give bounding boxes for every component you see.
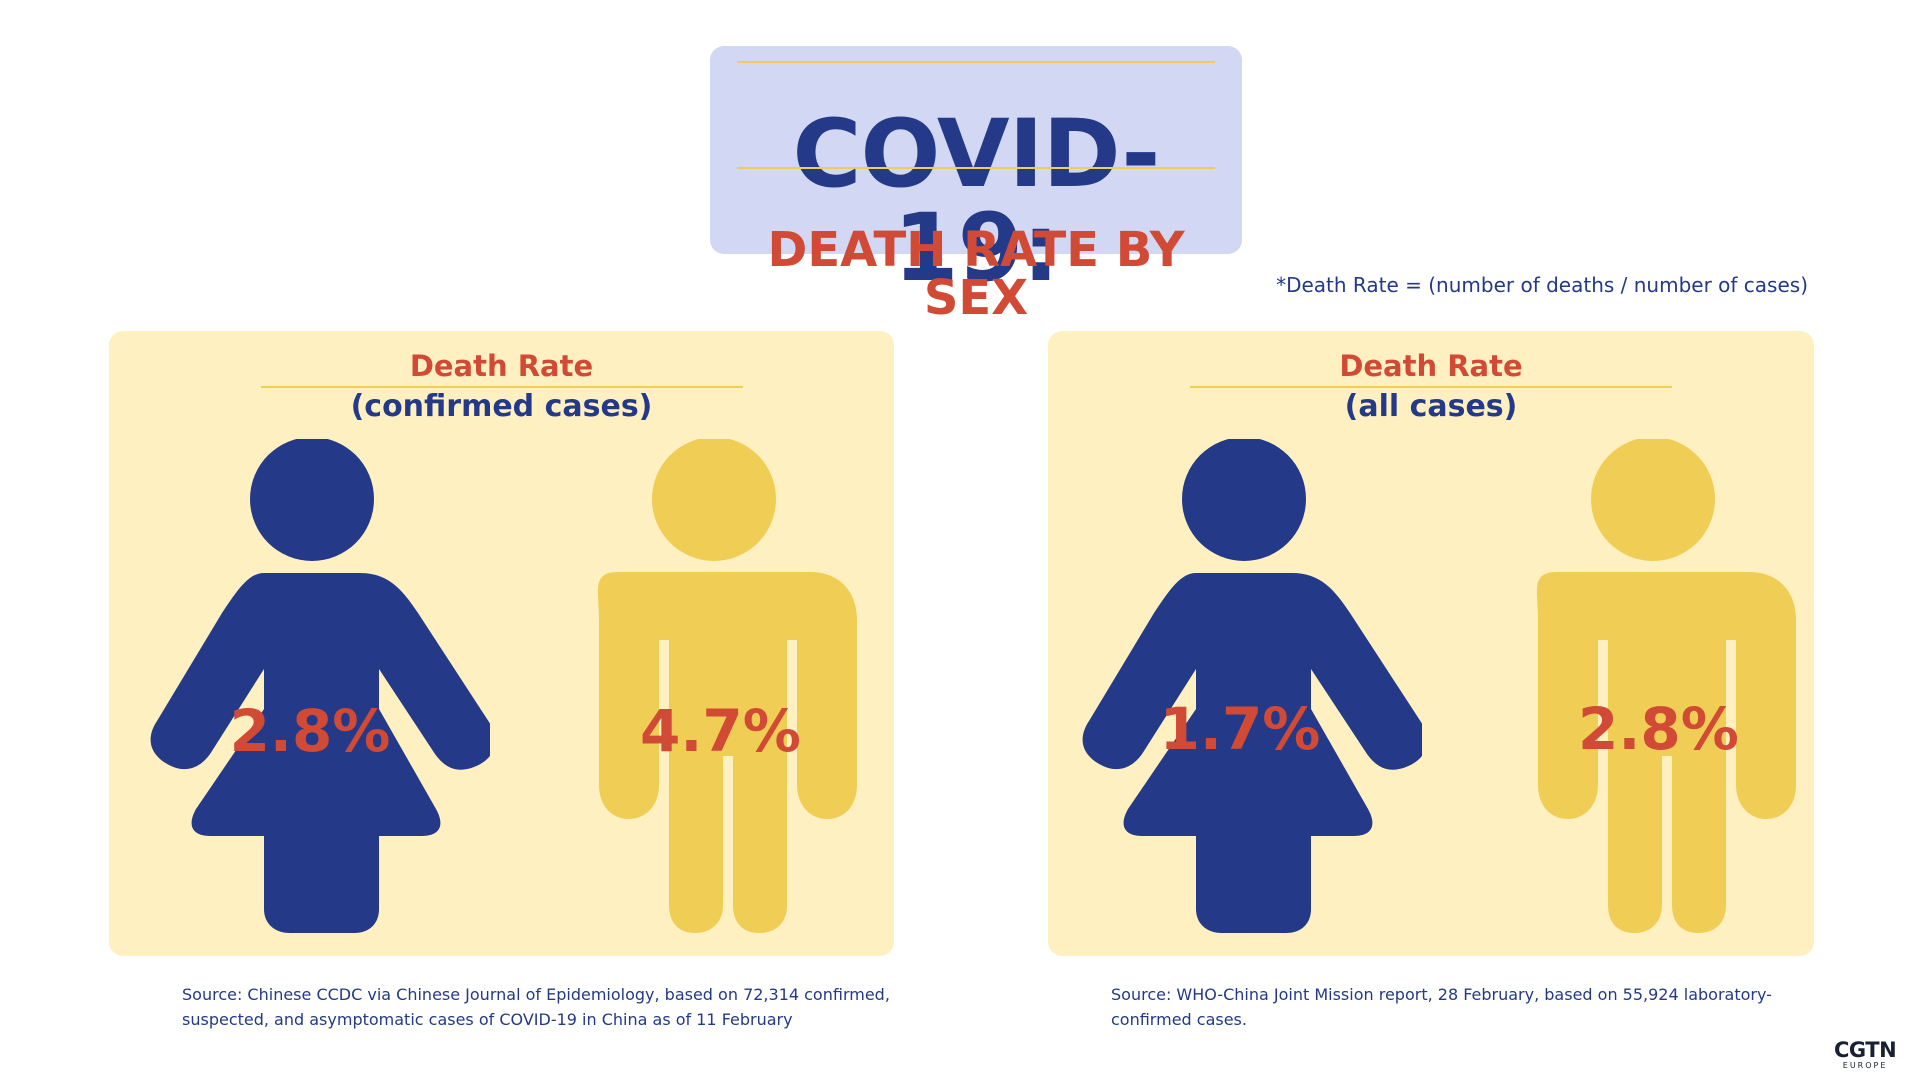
- panel-all-cases: Death Rate (all cases) 1.7% 2.8%: [1048, 331, 1814, 956]
- female-rate-value: 2.8%: [229, 697, 391, 765]
- male-rate-value: 4.7%: [640, 697, 801, 765]
- death-rate-footnote: *Death Rate = (number of deaths / number…: [1276, 273, 1808, 297]
- panel-title: Death Rate: [1339, 349, 1523, 383]
- page-subtitle: DEATH RATE BY SEX: [767, 222, 1185, 326]
- female-icon: [1082, 439, 1422, 933]
- title-top-rule: [737, 61, 1215, 63]
- logo-region: EUROPE: [1842, 1061, 1888, 1070]
- title-box: COVID-19: DEATH RATE BY SEX: [710, 46, 1242, 322]
- male-rate-value: 2.8%: [1578, 695, 1739, 763]
- panel-confirmed-cases: Death Rate (confirmed cases) 2.8% 4.7%: [109, 331, 894, 956]
- panel-title: Death Rate: [409, 349, 594, 383]
- panel-title-rule: [1190, 386, 1672, 388]
- male-icon: [597, 439, 857, 933]
- male-icon: [1536, 439, 1796, 933]
- female-icon: [150, 439, 490, 933]
- panel-subtitle: (confirmed cases): [350, 389, 653, 424]
- source-note-all: Source: WHO-China Joint Mission report, …: [1111, 982, 1772, 1032]
- source-line: Source: WHO-China Joint Mission report, …: [1111, 985, 1772, 1004]
- source-line: suspected, and asymptomatic cases of COV…: [182, 1010, 793, 1029]
- page-title: COVID-19:: [792, 100, 1161, 303]
- source-line: Source: Chinese CCDC via Chinese Journal…: [182, 985, 890, 1004]
- panel-title-rule: [261, 386, 743, 388]
- title-bottom-rule: [737, 167, 1215, 169]
- logo-name: CGTN: [1834, 1038, 1897, 1062]
- panel-subtitle: (all cases): [1344, 389, 1518, 424]
- source-line: confirmed cases.: [1111, 1010, 1247, 1029]
- cgtn-logo: CGTN EUROPE: [1834, 1038, 1897, 1071]
- source-note-confirmed: Source: Chinese CCDC via Chinese Journal…: [182, 982, 890, 1032]
- female-rate-value: 1.7%: [1159, 695, 1321, 763]
